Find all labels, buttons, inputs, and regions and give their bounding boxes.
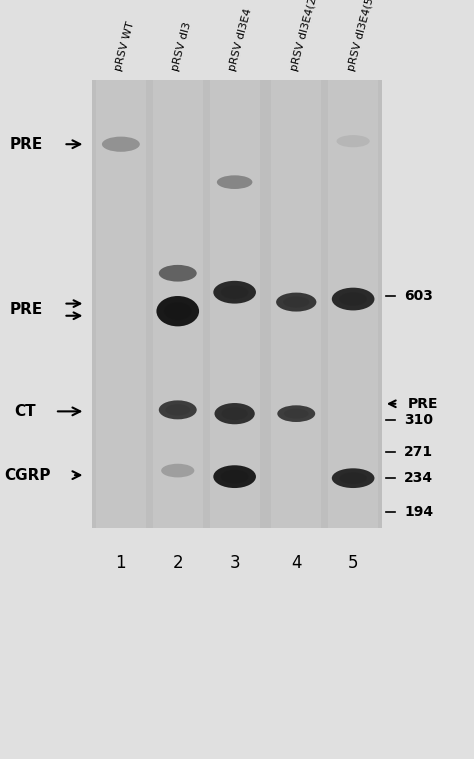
Ellipse shape — [339, 292, 367, 306]
Ellipse shape — [276, 292, 316, 311]
Text: pRSV dl3: pRSV dl3 — [171, 21, 193, 72]
Ellipse shape — [221, 470, 248, 483]
Bar — [153, 80, 202, 528]
Text: 4: 4 — [291, 554, 301, 572]
Text: 603: 603 — [404, 289, 433, 303]
Text: pRSV dl3E4(251-443): pRSV dl3E4(251-443) — [289, 0, 329, 72]
Text: 310: 310 — [404, 414, 433, 427]
Bar — [271, 80, 321, 528]
Ellipse shape — [221, 408, 248, 420]
Text: 271: 271 — [404, 446, 433, 459]
Text: 234: 234 — [404, 471, 433, 485]
Ellipse shape — [165, 404, 190, 415]
Text: 194: 194 — [404, 505, 433, 519]
Bar — [210, 80, 259, 528]
Text: PRE: PRE — [9, 302, 43, 317]
Text: PRE: PRE — [9, 137, 43, 152]
Ellipse shape — [277, 405, 315, 422]
Ellipse shape — [213, 281, 256, 304]
Text: CGRP: CGRP — [5, 468, 51, 483]
Ellipse shape — [332, 468, 374, 488]
Ellipse shape — [214, 403, 255, 424]
Ellipse shape — [156, 296, 199, 326]
Ellipse shape — [213, 465, 256, 488]
Text: 5: 5 — [348, 554, 358, 572]
Bar — [96, 80, 146, 528]
Ellipse shape — [159, 265, 197, 282]
Bar — [92, 80, 382, 528]
Text: 1: 1 — [116, 554, 126, 572]
Ellipse shape — [339, 472, 367, 484]
Text: 3: 3 — [229, 554, 240, 572]
Ellipse shape — [283, 296, 310, 308]
Ellipse shape — [102, 137, 140, 152]
Text: pRSV WT: pRSV WT — [114, 20, 137, 72]
Ellipse shape — [217, 175, 252, 189]
Ellipse shape — [221, 285, 248, 299]
Text: PRE: PRE — [408, 397, 438, 411]
Text: pRSV dl3E4: pRSV dl3E4 — [228, 8, 254, 72]
Text: CT: CT — [14, 404, 36, 419]
Ellipse shape — [284, 408, 309, 419]
Ellipse shape — [159, 400, 197, 419]
Text: pRSV dl3E4(50-251): pRSV dl3E4(50-251) — [346, 0, 384, 72]
Ellipse shape — [332, 288, 374, 310]
Ellipse shape — [161, 464, 194, 477]
Text: 2: 2 — [173, 554, 183, 572]
Ellipse shape — [164, 302, 191, 320]
Ellipse shape — [337, 135, 370, 147]
Bar — [328, 80, 378, 528]
